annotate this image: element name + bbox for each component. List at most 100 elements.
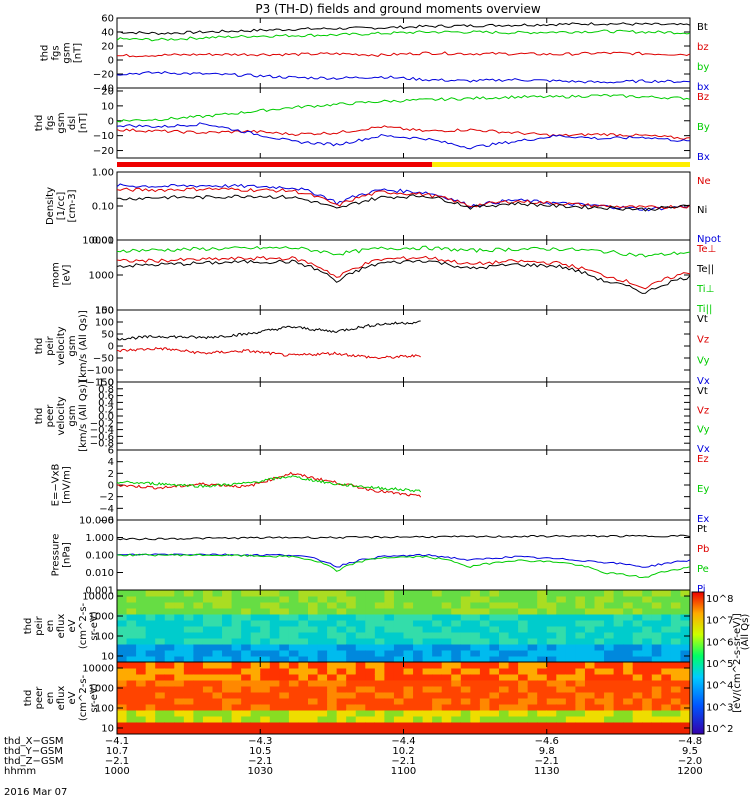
- heatmap-cell: [527, 596, 538, 603]
- heatmap-cell: [317, 668, 328, 675]
- heatmap-cell: [441, 650, 452, 657]
- heatmap-cell: [298, 644, 309, 651]
- heatmap-cell: [136, 680, 147, 687]
- heatmap-cell: [565, 674, 576, 681]
- heatmap-cell: [632, 716, 643, 723]
- heatmap-cell: [117, 722, 128, 729]
- y-tick-label: −50: [93, 354, 114, 365]
- heatmap-cell: [346, 722, 357, 729]
- heatmap-cell: [117, 590, 128, 597]
- heatmap-cell: [365, 620, 376, 627]
- series-line: [116, 346, 421, 360]
- heatmap-cell: [537, 656, 548, 663]
- heatmap-cell: [288, 626, 299, 633]
- heatmap-cell: [403, 638, 414, 645]
- heatmap-cell: [680, 680, 691, 687]
- heatmap-cell: [384, 650, 395, 657]
- heatmap-cell: [470, 674, 481, 681]
- heatmap-cell: [422, 638, 433, 645]
- y-axis-label-line: [cm-3]: [67, 189, 78, 222]
- heatmap-cell: [126, 656, 137, 663]
- heatmap-cell: [413, 722, 424, 729]
- heatmap-cell: [279, 590, 290, 597]
- heatmap-cell: [632, 590, 643, 597]
- y-tick-label: 0.6: [98, 391, 114, 402]
- heatmap-cell: [556, 626, 567, 633]
- heatmap-cell: [155, 632, 166, 639]
- heatmap-cell: [613, 692, 624, 699]
- heatmap-cell: [432, 674, 443, 681]
- heatmap-cell: [336, 728, 347, 735]
- heatmap-cell: [556, 620, 567, 627]
- heatmap-cell: [231, 644, 242, 651]
- heatmap-cell: [575, 668, 586, 675]
- heatmap-cell: [518, 608, 529, 615]
- heatmap-cell: [460, 632, 471, 639]
- heatmap-cell: [384, 728, 395, 735]
- heatmap-cell: [575, 608, 586, 615]
- heatmap-cell: [346, 650, 357, 657]
- heatmap-cell: [260, 728, 271, 735]
- heatmap-cell: [202, 590, 213, 597]
- heatmap-cell: [518, 716, 529, 723]
- heatmap-cell: [632, 596, 643, 603]
- heatmap-cell: [403, 668, 414, 675]
- heatmap-cell: [365, 632, 376, 639]
- heatmap-cell: [575, 632, 586, 639]
- heatmap-cell: [565, 650, 576, 657]
- heatmap-cell: [470, 638, 481, 645]
- heatmap-cell: [499, 644, 510, 651]
- heatmap-cell: [174, 638, 185, 645]
- heatmap-cell: [355, 716, 366, 723]
- heatmap-cell: [136, 710, 147, 717]
- heatmap-cell: [537, 614, 548, 621]
- y-axis-label-line: [eV]: [62, 265, 73, 286]
- heatmap-cell: [241, 686, 252, 693]
- heatmap-cell: [222, 692, 233, 699]
- x-tick-label: 10.2: [392, 746, 414, 757]
- heatmap-cell: [556, 608, 567, 615]
- heatmap-cell: [499, 716, 510, 723]
- heatmap-cell: [594, 656, 605, 663]
- heatmap-cell: [250, 608, 261, 615]
- heatmap-cell: [279, 644, 290, 651]
- heatmap-cell: [384, 632, 395, 639]
- heatmap-cell: [155, 668, 166, 675]
- heatmap-cell: [231, 626, 242, 633]
- heatmap-cell: [202, 704, 213, 711]
- heatmap-cell: [613, 668, 624, 675]
- y-tick-label: 0.10: [92, 202, 114, 213]
- heatmap-cell: [241, 638, 252, 645]
- heatmap-cell: [584, 710, 595, 717]
- heatmap-cell: [623, 632, 634, 639]
- heatmap-cell: [193, 614, 204, 621]
- heatmap-cell: [565, 668, 576, 675]
- heatmap-cell: [556, 722, 567, 729]
- heatmap-cell: [164, 638, 175, 645]
- series-line: [116, 51, 691, 58]
- legend-entry: Ti||: [696, 304, 712, 315]
- heatmap-cell: [623, 656, 634, 663]
- heatmap-cell: [537, 668, 548, 675]
- heatmap-cell: [565, 692, 576, 699]
- heatmap-cell: [117, 596, 128, 603]
- heatmap-cell: [336, 638, 347, 645]
- legend-entry: Vx: [697, 444, 710, 455]
- heatmap-cell: [374, 662, 385, 669]
- y-tick-label: 1000: [89, 612, 114, 623]
- heatmap-cell: [613, 722, 624, 729]
- heatmap-cell: [479, 674, 490, 681]
- y-axis-label: E=−VxB [mV/m]: [51, 464, 73, 507]
- heatmap-cell: [365, 650, 376, 657]
- heatmap-cell: [308, 710, 319, 717]
- heatmap-cell: [355, 692, 366, 699]
- heatmap-cell: [193, 716, 204, 723]
- heatmap-cell: [575, 680, 586, 687]
- heatmap-cell: [374, 620, 385, 627]
- heatmap-cell: [508, 626, 519, 633]
- heatmap-cell: [288, 632, 299, 639]
- heatmap-cell: [269, 596, 280, 603]
- heatmap-cell: [594, 650, 605, 657]
- heatmap-cell: [222, 710, 233, 717]
- heatmap-cell: [537, 704, 548, 711]
